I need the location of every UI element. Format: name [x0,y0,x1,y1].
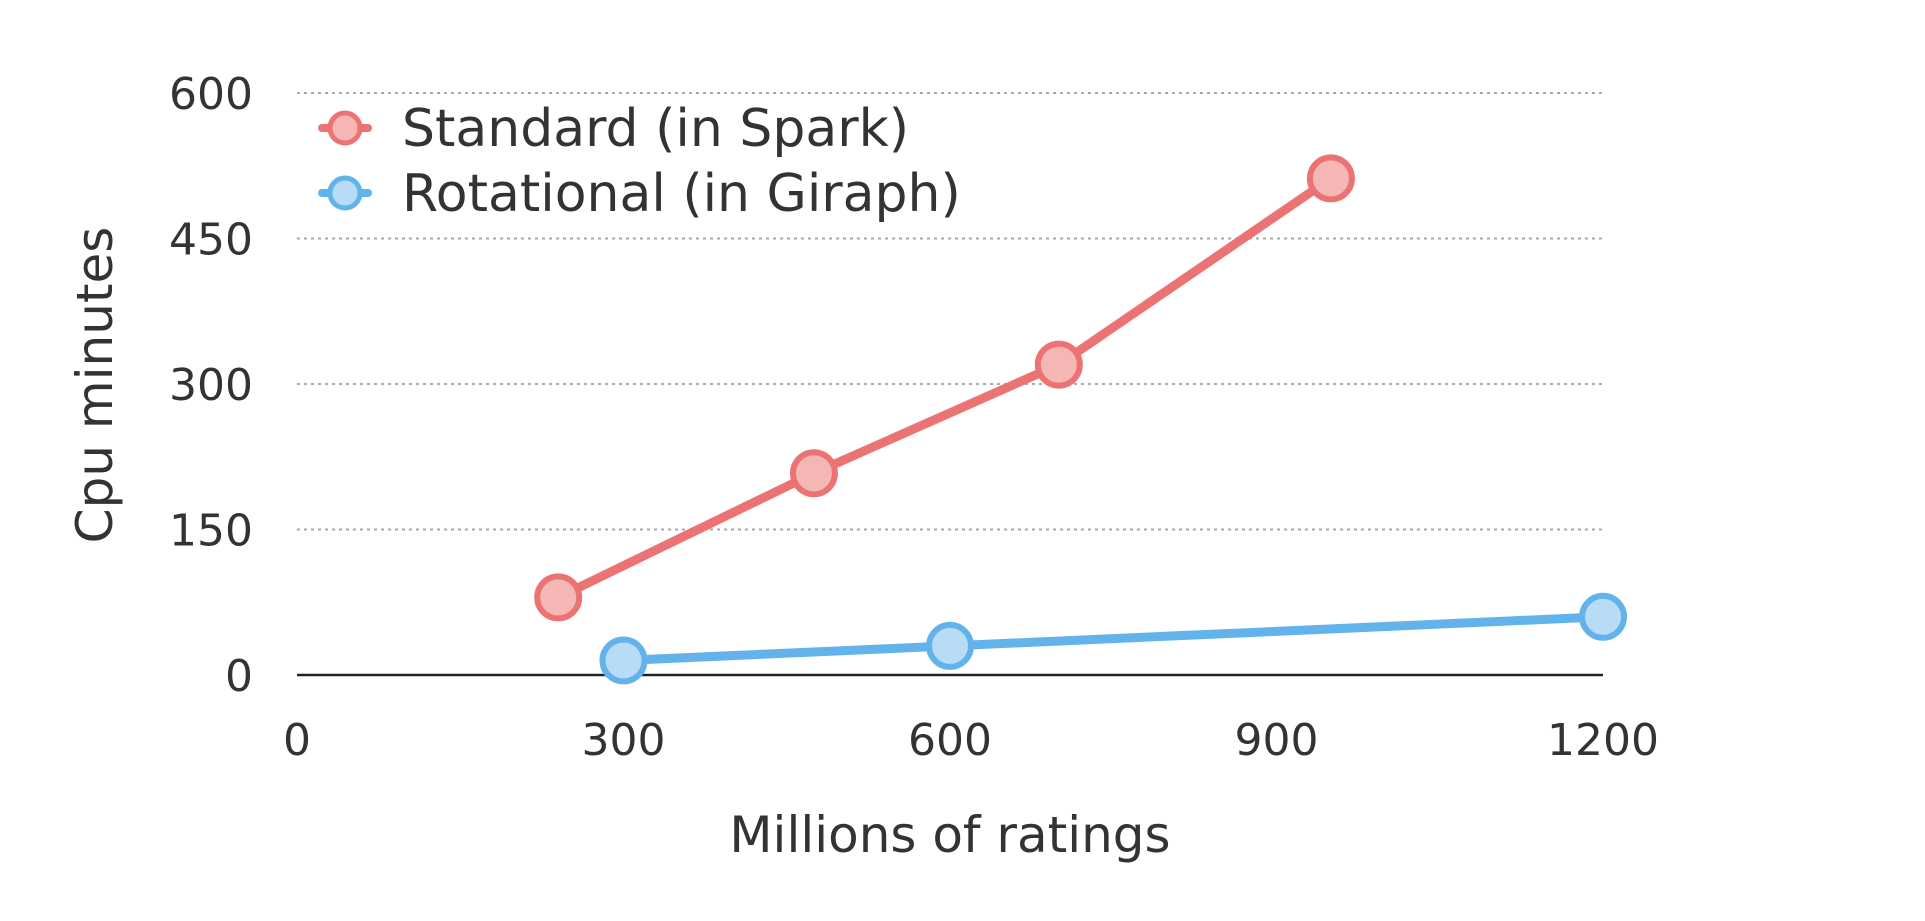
x-tick-label: 0 [283,715,311,766]
data-point [534,573,583,622]
data-point [599,636,648,685]
y-tick-label: 450 [169,215,253,266]
data-point [789,449,838,498]
series-standard [534,154,1355,622]
x-axis-ticks: 0 300 600 900 1200 [283,715,1659,766]
legend: Standard (in Spark)Rotational (in Giraph… [318,99,961,224]
legend-label: Rotational (in Giraph) [402,164,961,224]
y-axis-title: Cpu minutes [66,227,124,544]
legend-label: Standard (in Spark) [402,99,909,159]
legend-item: Rotational (in Giraph) [318,164,961,224]
data-point [1579,592,1627,641]
data-point [1306,154,1355,203]
y-tick-label: 300 [169,360,253,411]
series-group [534,154,1627,685]
y-tick-label: 150 [169,506,253,557]
y-tick-label: 600 [169,69,253,120]
data-point [926,621,974,670]
x-tick-label: 900 [1235,715,1319,766]
legend-marker [327,110,363,146]
series-rotational [599,592,1627,685]
x-axis-title: Millions of ratings [729,806,1170,864]
x-tick-label: 300 [582,715,666,766]
y-tick-label: 0 [225,651,253,702]
y-axis-ticks: 0 150 300 450 600 [169,69,253,702]
gridlines [297,92,1603,677]
x-tick-label: 600 [908,715,992,766]
legend-item: Standard (in Spark) [318,99,909,159]
data-point [1034,340,1083,389]
series-line [619,612,1608,665]
legend-marker [327,175,363,211]
series-line [553,173,1336,602]
x-tick-label: 1200 [1547,715,1659,766]
